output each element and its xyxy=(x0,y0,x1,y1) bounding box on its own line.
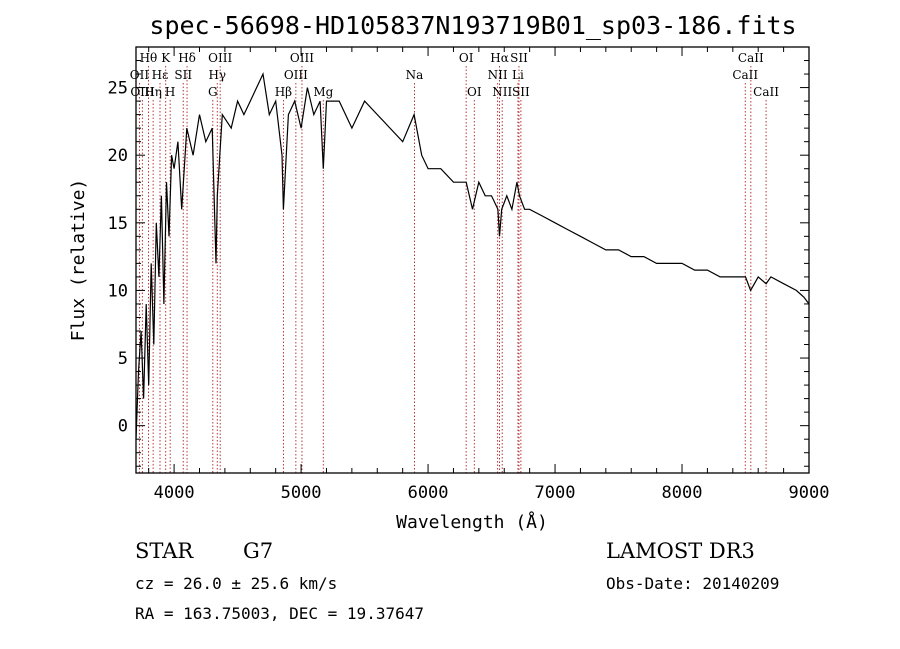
emission-line-label: Hγ xyxy=(208,68,226,82)
x-axis-label: Wavelength (Å) xyxy=(396,511,548,533)
x-tick-label: 9000 xyxy=(789,483,830,503)
emission-line-label: CaII xyxy=(753,85,779,99)
emission-line-label: OIII xyxy=(290,51,314,65)
emission-line-label: Li xyxy=(512,68,524,82)
emission-line-label: CaII xyxy=(732,68,758,82)
emission-line-label: NII xyxy=(488,68,508,82)
emission-line-label: H xyxy=(165,85,175,99)
ra-dec-coords: RA = 163.75003, DEC = 19.37647 xyxy=(135,604,424,623)
emission-line-label: Hα xyxy=(490,51,509,65)
obs-date: Obs-Date: 20140209 xyxy=(606,574,779,593)
x-tick-label: 6000 xyxy=(408,483,449,503)
y-tick-label: 0 xyxy=(118,417,128,437)
x-tick-label: 4000 xyxy=(154,483,195,503)
x-tick-label: 8000 xyxy=(662,483,703,503)
emission-line-label: OII xyxy=(130,68,150,82)
emission-line-label: K xyxy=(161,51,171,65)
survey-name: LAMOST DR3 xyxy=(606,539,755,563)
x-tick-label: 5000 xyxy=(281,483,322,503)
y-tick-label: 15 xyxy=(108,214,128,234)
emission-line-label: Hη xyxy=(144,85,162,99)
emission-line-label: Hθ xyxy=(140,51,158,65)
y-tick-label: 25 xyxy=(108,79,128,99)
x-axis: 4000 5000 6000 7000 8000 9000 xyxy=(148,47,830,503)
redshift-cz: cz = 26.0 ± 25.6 km/s xyxy=(135,574,337,593)
emission-line-label: Hβ xyxy=(275,85,292,99)
x-tick-label: 7000 xyxy=(535,483,576,503)
object-subclass: G7 xyxy=(243,539,273,563)
emission-line-label: Hε xyxy=(152,68,169,82)
emission-line-label: OI xyxy=(459,51,474,65)
emission-line-label: Hδ xyxy=(178,51,196,65)
emission-line-label: Mg xyxy=(313,85,333,99)
emission-line-label: Na xyxy=(406,68,424,82)
emission-line-label: OIII xyxy=(208,51,232,65)
plot-frame xyxy=(135,46,810,474)
emission-line-label: OI xyxy=(467,85,482,99)
emission-line-label: NII xyxy=(492,85,512,99)
emission-line-label: OIII xyxy=(284,68,308,82)
object-class: STAR xyxy=(135,539,194,563)
emission-line-label: CaII xyxy=(738,51,764,65)
y-tick-label: 10 xyxy=(108,281,128,301)
emission-line-label: SII xyxy=(510,51,528,65)
emission-line-markers xyxy=(138,66,767,473)
y-tick-label: 20 xyxy=(108,146,128,166)
y-axis: 0 5 10 15 20 25 xyxy=(108,60,809,467)
emission-line-label: SII xyxy=(512,85,530,99)
emission-line-label: SII xyxy=(174,68,192,82)
y-axis-label: Flux (relative) xyxy=(68,179,89,342)
spectrum-series-line xyxy=(135,71,810,440)
y-tick-label: 5 xyxy=(118,349,128,369)
chart-title: spec-56698-HD105837N193719B01_sp03-186.f… xyxy=(149,11,796,40)
emission-line-label: G xyxy=(208,85,218,99)
